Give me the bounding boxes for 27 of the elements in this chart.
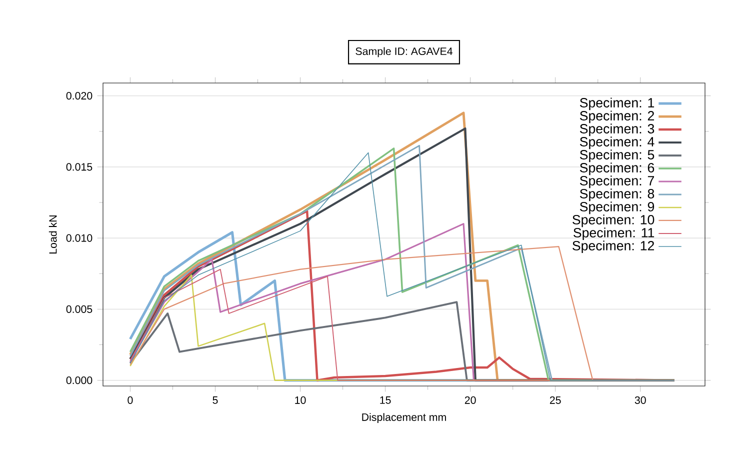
- y-tick-label: 0.020: [66, 92, 92, 100]
- legend-label: Specimen: 2: [580, 110, 654, 124]
- x-tick-label: 20: [464, 396, 476, 404]
- x-tick-label: 15: [380, 396, 391, 404]
- x-tick-label: 0: [128, 396, 133, 404]
- legend-label: Specimen: 1: [580, 98, 654, 110]
- x-tick-label: 10: [295, 396, 306, 404]
- legend-label: Specimen: 6: [580, 162, 654, 176]
- y-tick-label: 0.015: [66, 163, 92, 171]
- legend-label: Specimen: 5: [580, 150, 654, 162]
- y-tick-label: 0.005: [66, 305, 92, 313]
- legend-label: Specimen: 7: [580, 176, 654, 188]
- x-tick-label: 30: [634, 396, 646, 404]
- x-tick-label: 5: [212, 396, 218, 404]
- legend-label: Specimen: 3: [580, 124, 654, 136]
- legend-label: Specimen: 4: [580, 136, 654, 150]
- y-tick-label: 0.000: [66, 376, 92, 384]
- legend-label: Specimen: 12: [572, 240, 654, 254]
- legend-label: Specimen: 11: [574, 228, 654, 240]
- legend-label: Specimen: 10: [572, 214, 654, 228]
- legend-label: Specimen: 8: [580, 188, 654, 202]
- x-tick-label: 25: [550, 396, 561, 404]
- chart-title: Sample ID: AGAVE4: [356, 47, 453, 58]
- y-tick-label: 0.010: [66, 234, 92, 242]
- legend-label: Specimen: 9: [580, 202, 654, 214]
- x-axis-title: Displacement mm: [362, 413, 446, 424]
- y-axis-title: Load kN: [48, 216, 57, 254]
